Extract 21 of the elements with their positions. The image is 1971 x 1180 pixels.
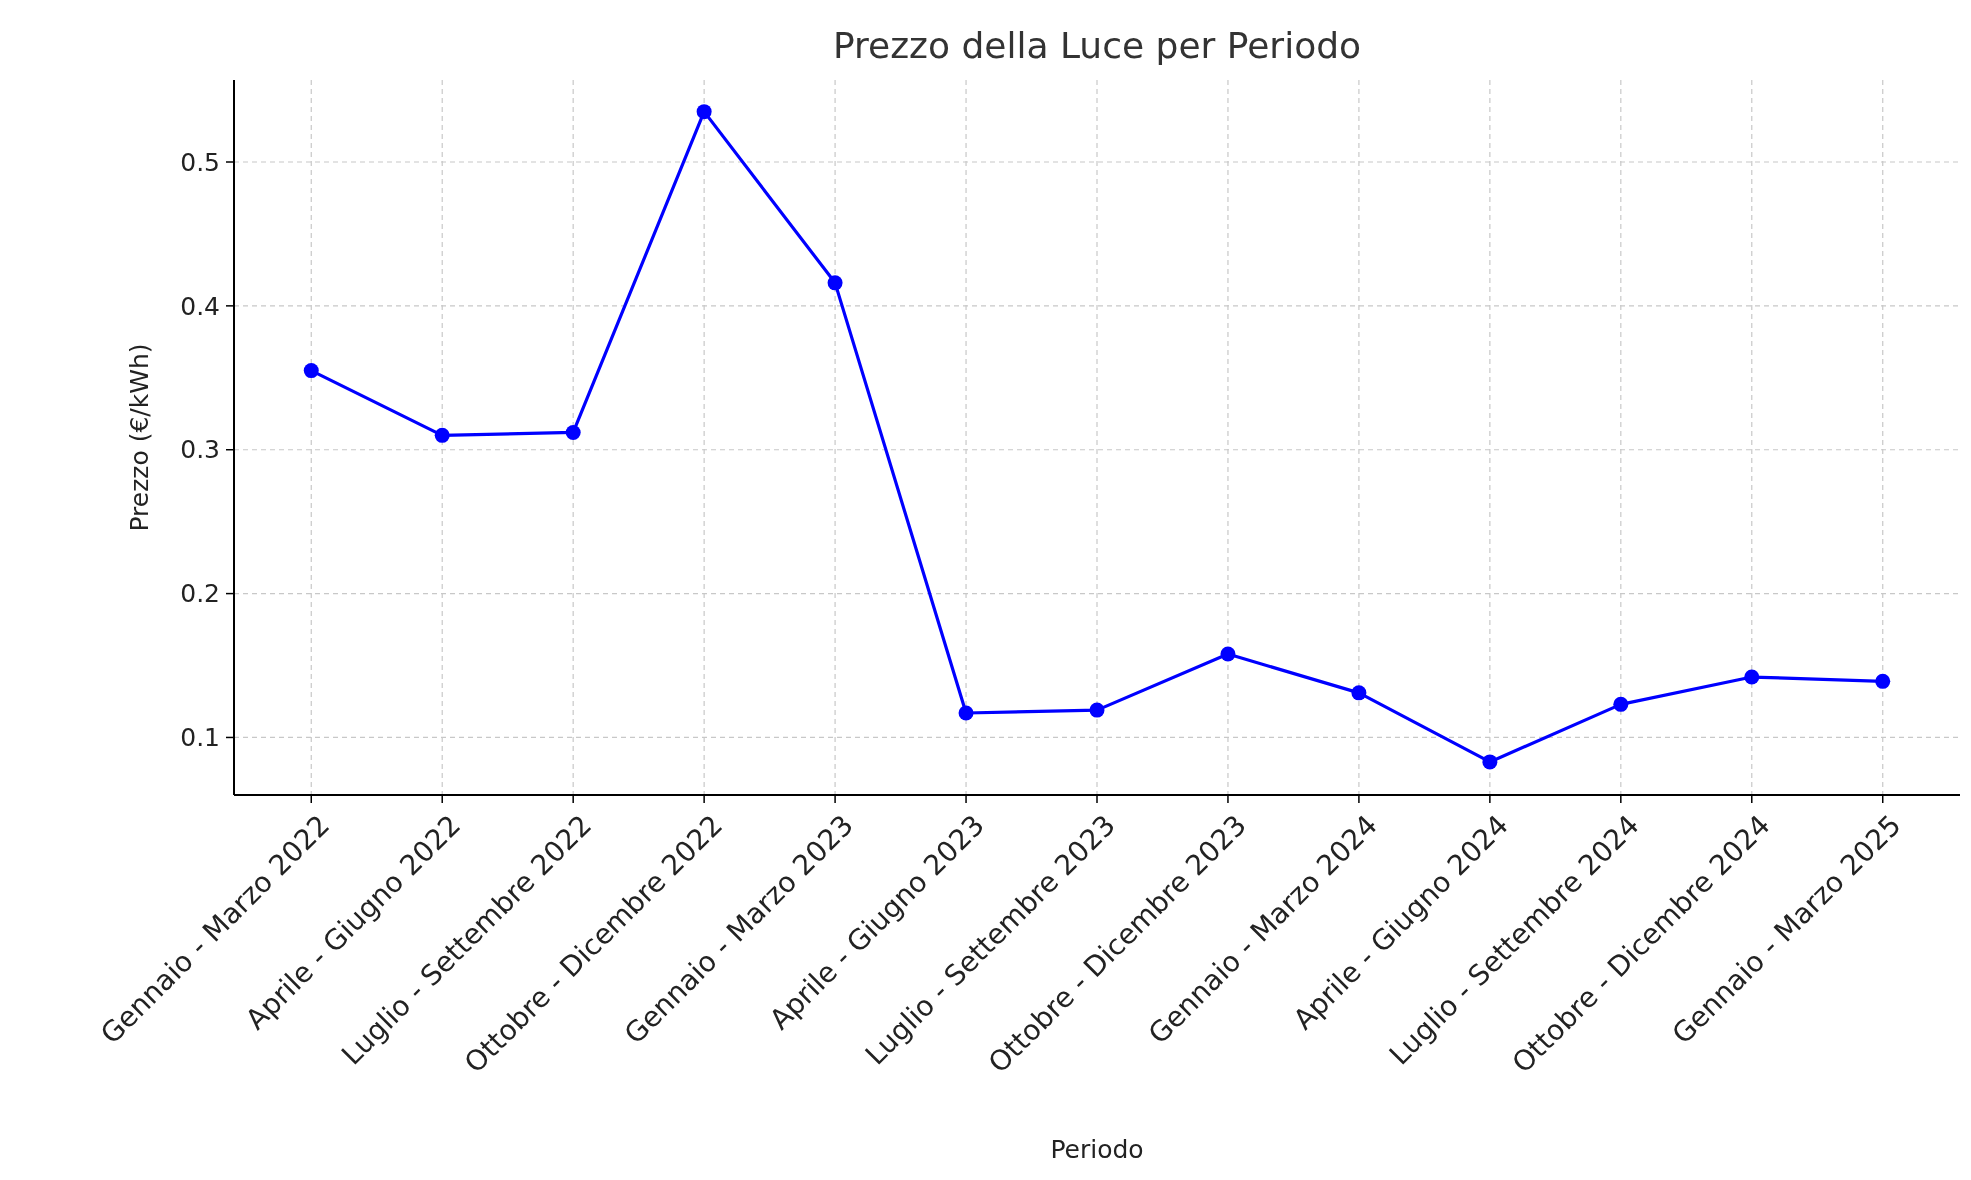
chart-title: Prezzo della Luce per Periodo — [832, 25, 1362, 66]
point — [1089, 702, 1105, 718]
y-tick-label: 0.5 — [180, 147, 220, 177]
x-axis-title: Periodo — [1050, 1135, 1144, 1164]
point — [958, 705, 974, 721]
point — [1613, 696, 1629, 712]
point — [434, 427, 450, 443]
point — [565, 424, 581, 440]
y-tick-label: 0.3 — [180, 435, 220, 465]
y-tick-label: 0.1 — [180, 723, 220, 753]
point — [1351, 685, 1367, 701]
y-tick-label: 0.2 — [180, 579, 220, 609]
point — [303, 363, 319, 379]
point — [696, 104, 712, 120]
y-axis-title: Prezzo (€/kWh) — [125, 343, 154, 532]
point — [1744, 669, 1760, 685]
y-tick-label: 0.4 — [180, 291, 220, 321]
point — [1482, 754, 1498, 770]
point — [827, 275, 843, 291]
point — [1875, 673, 1891, 689]
point — [1220, 646, 1236, 662]
